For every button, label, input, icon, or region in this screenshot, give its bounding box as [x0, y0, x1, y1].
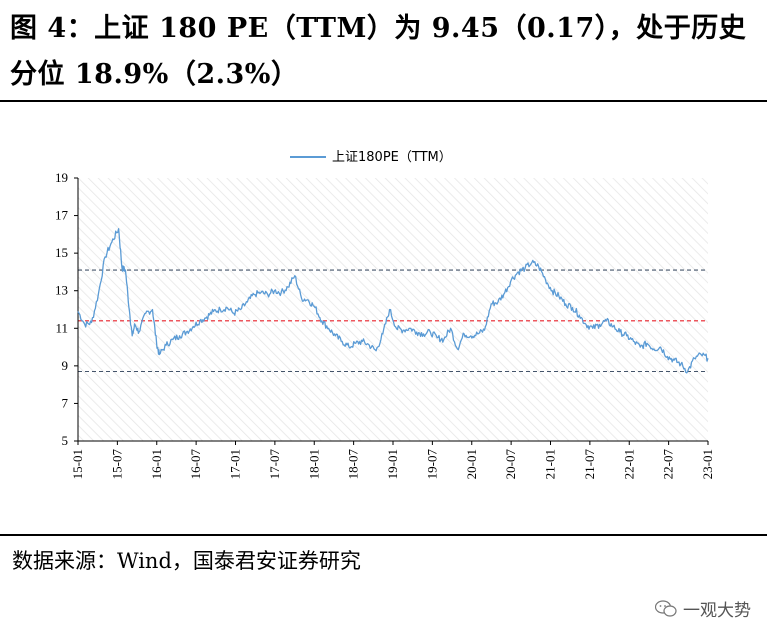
x-tick-label: 19-07	[424, 449, 439, 480]
x-tick-label: 15-07	[109, 449, 124, 480]
y-tick-label: 5	[62, 433, 69, 448]
legend-label: 上证180PE（TTM）	[332, 150, 452, 165]
pe-chart: 5 7 9 11 13 15 17 19 15-01 15-07 16-01 16-07 17-01 17…	[55, 150, 715, 480]
watermark-text: 一观大势	[683, 601, 751, 621]
x-tick-label: 22-01	[621, 449, 636, 479]
x-tick-label: 19-01	[385, 449, 400, 479]
x-tick-label: 17-07	[267, 449, 282, 480]
x-tick-label: 18-01	[306, 449, 321, 479]
top-rule	[0, 100, 767, 102]
y-tick-label: 15	[55, 245, 68, 260]
y-tick-label: 11	[55, 320, 68, 335]
y-tick-label: 19	[55, 170, 68, 185]
x-tick-label: 16-01	[149, 449, 164, 479]
x-tick-label: 21-01	[543, 449, 558, 479]
series-line	[77, 228, 709, 374]
y-tick-label: 7	[62, 395, 69, 410]
legend: 上证180PE（TTM）	[290, 150, 452, 165]
x-tick-label: 20-07	[503, 449, 518, 480]
y-tick-label: 17	[55, 208, 69, 223]
x-tick-label: 21-07	[582, 449, 597, 480]
y-tick-label: 13	[55, 283, 68, 298]
x-tick-label: 23-01	[700, 449, 715, 479]
x-tick-label: 17-01	[228, 449, 243, 479]
source-note: 数据来源：Wind，国泰君安证券研究	[12, 549, 361, 573]
x-tick-label: 15-01	[70, 449, 85, 479]
wechat-icon	[655, 599, 677, 617]
x-tick-label: 18-07	[346, 449, 361, 480]
x-tick-label: 22-07	[661, 449, 676, 480]
chart-title: 图 4：上证 180 PE（TTM）为 9.45（0.17），处于历史分位 18…	[10, 13, 747, 90]
bottom-rule	[0, 534, 767, 536]
x-tick-label: 20-01	[464, 449, 479, 479]
plot-area	[78, 178, 708, 441]
y-tick-label: 9	[62, 358, 69, 373]
watermark: 一观大势	[655, 596, 751, 621]
x-tick-label: 16-07	[188, 449, 203, 480]
